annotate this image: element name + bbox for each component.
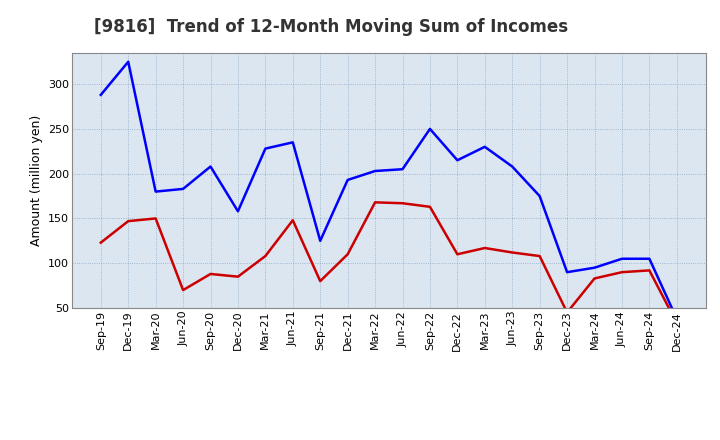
- Net Income: [536, 253, 544, 259]
- Net Income: [179, 287, 187, 293]
- Net Income: [480, 246, 489, 251]
- Ordinary Income: [508, 164, 516, 169]
- Line: Net Income: Net Income: [101, 202, 677, 323]
- Ordinary Income: [371, 169, 379, 174]
- Ordinary Income: [233, 209, 242, 214]
- Net Income: [289, 218, 297, 223]
- Ordinary Income: [618, 256, 626, 261]
- Ordinary Income: [563, 270, 572, 275]
- Ordinary Income: [151, 189, 160, 194]
- Text: [9816]  Trend of 12-Month Moving Sum of Incomes: [9816] Trend of 12-Month Moving Sum of I…: [94, 18, 568, 36]
- Ordinary Income: [343, 177, 352, 183]
- Line: Ordinary Income: Ordinary Income: [101, 62, 677, 319]
- Ordinary Income: [96, 92, 105, 98]
- Ordinary Income: [124, 59, 132, 64]
- Ordinary Income: [480, 144, 489, 150]
- Net Income: [672, 321, 681, 326]
- Ordinary Income: [289, 140, 297, 145]
- Net Income: [618, 270, 626, 275]
- Ordinary Income: [453, 158, 462, 163]
- Net Income: [316, 279, 325, 284]
- Y-axis label: Amount (million yen): Amount (million yen): [30, 115, 42, 246]
- Net Income: [590, 276, 599, 281]
- Net Income: [645, 268, 654, 273]
- Ordinary Income: [645, 256, 654, 261]
- Net Income: [151, 216, 160, 221]
- Ordinary Income: [536, 194, 544, 199]
- Ordinary Income: [426, 126, 434, 132]
- Net Income: [563, 310, 572, 315]
- Net Income: [206, 271, 215, 277]
- Net Income: [261, 253, 270, 259]
- Net Income: [233, 274, 242, 279]
- Ordinary Income: [206, 164, 215, 169]
- Net Income: [398, 201, 407, 206]
- Ordinary Income: [672, 316, 681, 321]
- Net Income: [371, 200, 379, 205]
- Net Income: [96, 240, 105, 245]
- Net Income: [453, 252, 462, 257]
- Net Income: [508, 250, 516, 255]
- Ordinary Income: [179, 186, 187, 191]
- Net Income: [426, 204, 434, 209]
- Ordinary Income: [316, 238, 325, 243]
- Ordinary Income: [261, 146, 270, 151]
- Net Income: [343, 252, 352, 257]
- Ordinary Income: [398, 167, 407, 172]
- Net Income: [124, 219, 132, 224]
- Ordinary Income: [590, 265, 599, 270]
